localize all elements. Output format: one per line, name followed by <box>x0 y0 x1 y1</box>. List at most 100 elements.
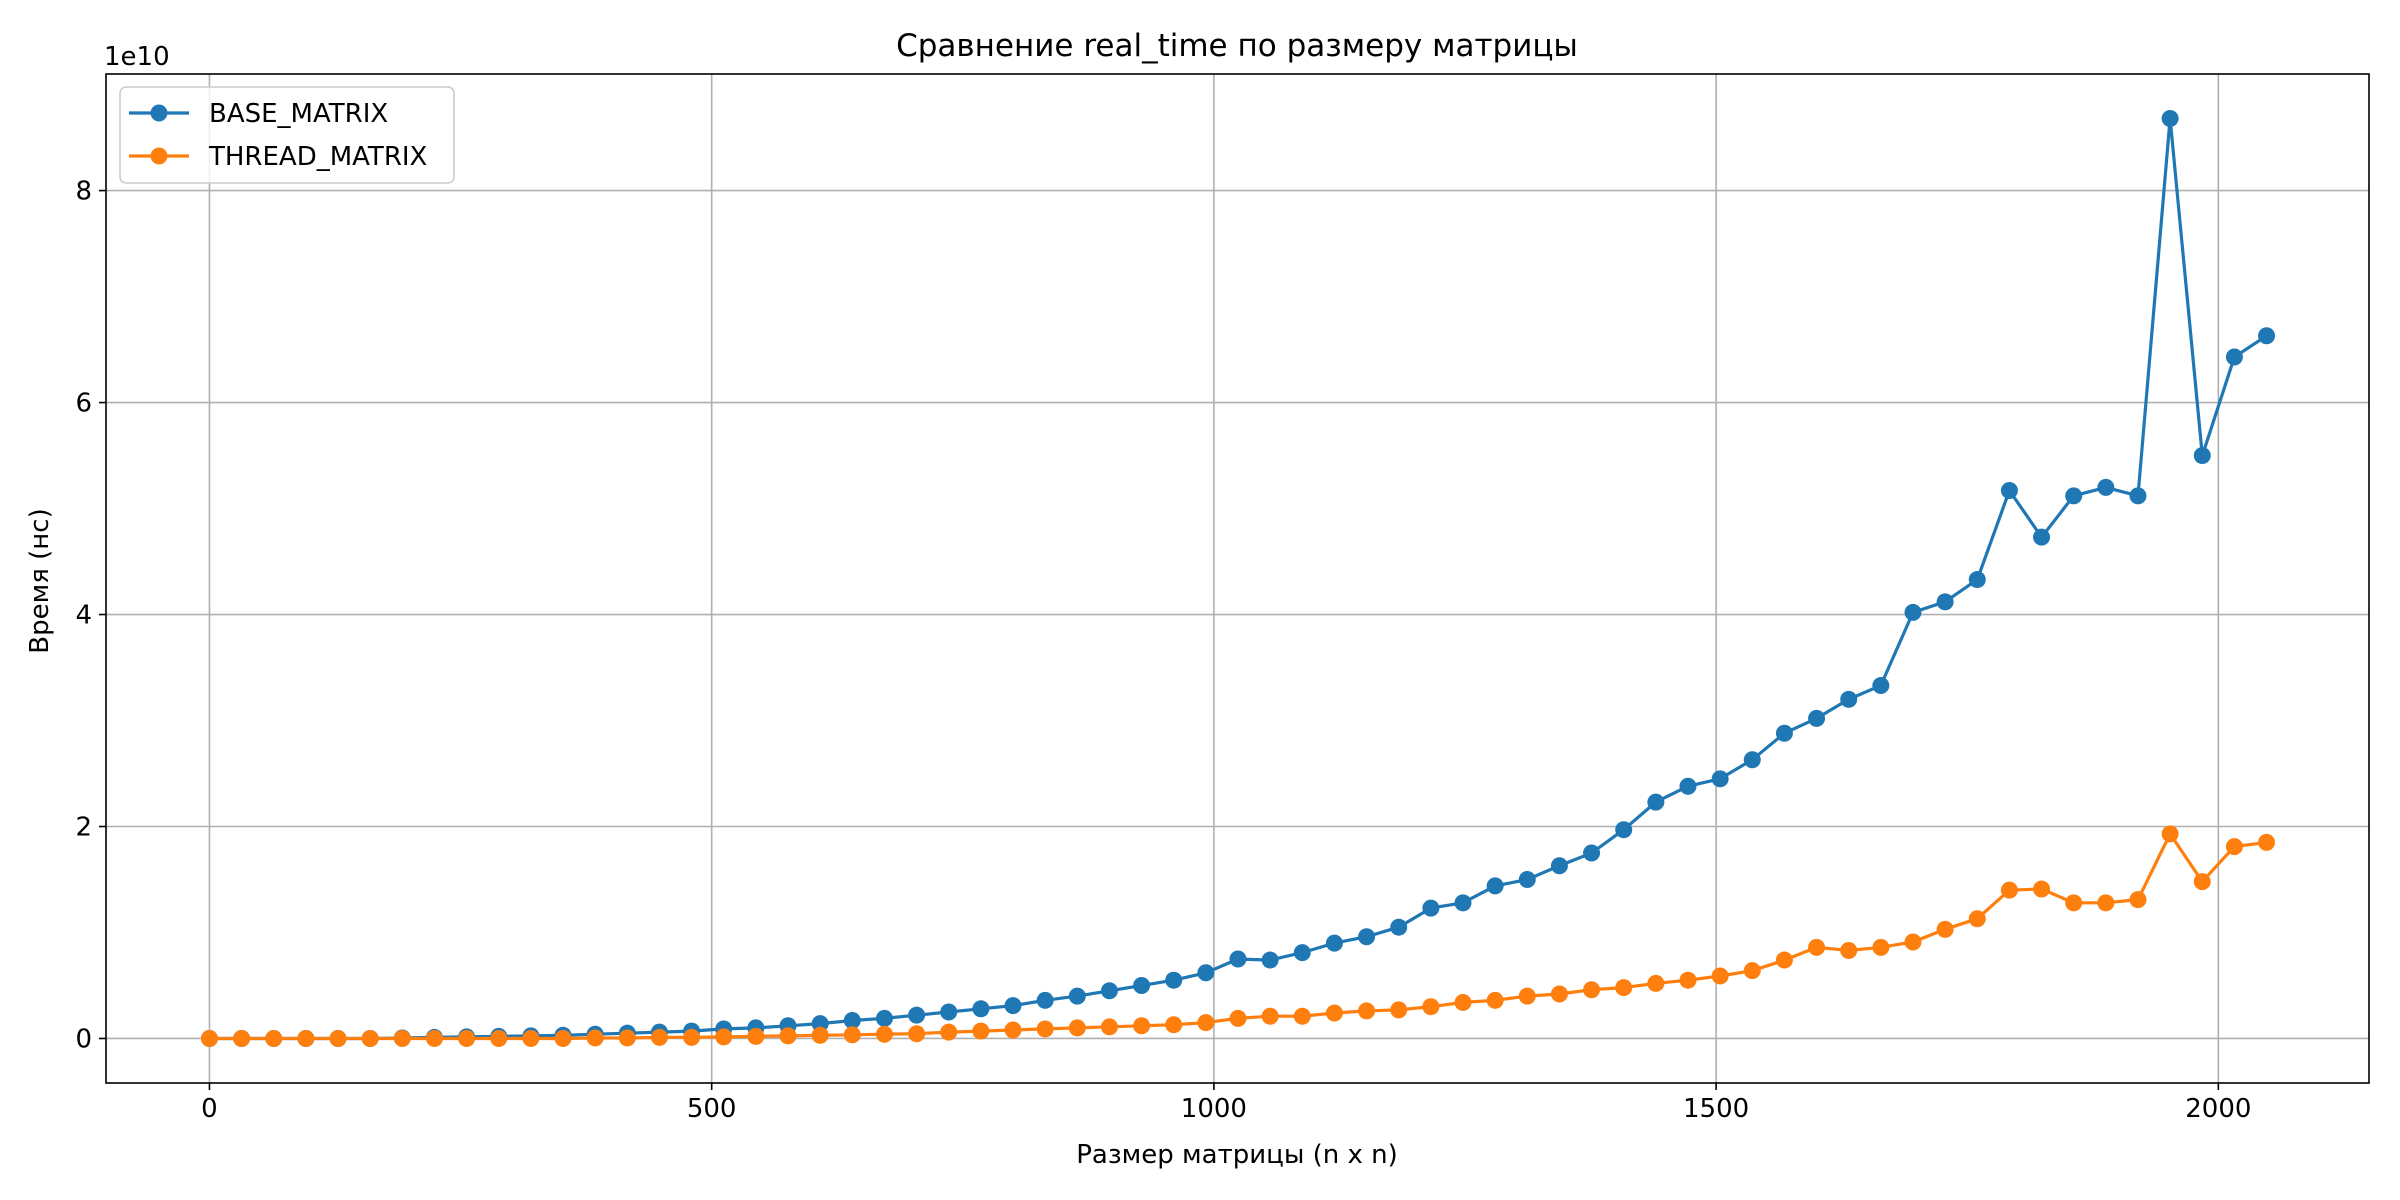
data-point <box>1840 690 1858 708</box>
data-point <box>1358 1002 1376 1020</box>
data-point <box>425 1029 443 1047</box>
legend: BASE_MATRIX THREAD_MATRIX <box>119 86 455 184</box>
data-point <box>2065 487 2083 505</box>
data-point <box>908 1025 926 1043</box>
x-tick-label: 1500 <box>1683 1094 1749 1124</box>
data-point <box>1583 981 1601 999</box>
data-point <box>393 1029 411 1047</box>
data-point <box>297 1029 315 1047</box>
data-point <box>1872 938 1890 956</box>
data-point <box>1390 918 1408 936</box>
data-point <box>1165 971 1183 989</box>
data-point <box>2000 881 2018 899</box>
data-point <box>1968 571 1986 589</box>
data-point <box>875 1025 893 1043</box>
data-point <box>2097 894 2115 912</box>
data-point <box>1133 1017 1151 1035</box>
data-point <box>811 1026 829 1044</box>
data-point <box>1711 967 1729 985</box>
data-point <box>1358 928 1376 946</box>
data-point <box>1068 987 1086 1005</box>
data-point <box>1679 971 1697 989</box>
data-point <box>1197 964 1215 982</box>
data-point <box>1197 1014 1215 1032</box>
data-point <box>1743 751 1761 769</box>
data-point <box>2129 891 2147 909</box>
data-point <box>875 1009 893 1027</box>
chart-title: Сравнение real_time по размеру матрицы <box>896 28 1578 64</box>
data-point <box>1550 857 1568 875</box>
data-point <box>490 1029 508 1047</box>
legend-box <box>119 86 455 184</box>
data-point <box>618 1029 636 1047</box>
data-point <box>1711 770 1729 788</box>
data-point <box>2258 327 2276 345</box>
data-point <box>2000 482 2018 500</box>
data-point <box>1775 951 1793 969</box>
data-point <box>1004 1021 1022 1039</box>
data-point <box>1872 677 1890 695</box>
data-point <box>1422 998 1440 1016</box>
data-point <box>1904 603 1922 621</box>
data-point <box>1904 933 1922 951</box>
data-point <box>1743 962 1761 980</box>
y-tick-label: 8 <box>75 177 92 207</box>
data-point <box>747 1027 765 1045</box>
x-tick-label: 2000 <box>2185 1094 2251 1124</box>
data-point <box>361 1029 379 1047</box>
data-point <box>2033 528 2051 546</box>
y-tick-label: 6 <box>75 389 92 419</box>
x-axis: 0 500 1000 1500 2000 <box>201 1083 2251 1124</box>
data-point <box>1486 991 1504 1009</box>
data-point <box>200 1029 218 1047</box>
data-point <box>683 1028 701 1046</box>
data-point <box>972 1000 990 1018</box>
data-point <box>1615 821 1633 839</box>
data-point <box>1936 920 1954 938</box>
data-point <box>2258 833 2276 851</box>
y-axis: 0 2 4 6 8 <box>75 177 106 1054</box>
data-point <box>1936 593 1954 611</box>
x-tick-label: 1000 <box>1181 1094 1247 1124</box>
data-point <box>1133 976 1151 994</box>
data-point <box>586 1029 604 1047</box>
data-point <box>2161 825 2179 843</box>
data-point <box>2161 110 2179 128</box>
data-point <box>2033 880 2051 898</box>
data-point <box>843 1026 861 1044</box>
data-point <box>2097 478 2115 496</box>
y-tick-label: 4 <box>75 601 92 631</box>
series-layer <box>200 110 2276 1047</box>
x-axis-label: Размер матрицы (n x n) <box>1076 1140 1398 1170</box>
data-point <box>811 1015 829 1033</box>
y-offset-label: 1e10 <box>104 42 170 72</box>
data-point <box>843 1011 861 1029</box>
data-point <box>940 1023 958 1041</box>
data-point <box>1261 951 1279 969</box>
data-point <box>522 1029 540 1047</box>
legend-swatch-marker <box>150 104 168 122</box>
data-point <box>1968 910 1986 928</box>
y-tick-label: 2 <box>75 813 92 843</box>
data-point <box>1325 934 1343 952</box>
data-point <box>1036 991 1054 1009</box>
data-point <box>2193 447 2211 465</box>
data-point <box>1229 1009 1247 1027</box>
legend-swatch-marker <box>150 147 168 165</box>
data-point <box>265 1029 283 1047</box>
data-point <box>1454 894 1472 912</box>
data-point <box>1486 877 1504 895</box>
data-point <box>1518 987 1536 1005</box>
data-point <box>1390 1001 1408 1019</box>
data-point <box>1229 950 1247 968</box>
data-point <box>2225 838 2243 856</box>
data-point <box>1004 997 1022 1015</box>
y-axis-label: Время (нс) <box>25 508 55 653</box>
legend-label: BASE_MATRIX <box>209 99 388 129</box>
data-point <box>1293 1007 1311 1025</box>
data-point <box>1165 1016 1183 1034</box>
data-point <box>908 1006 926 1024</box>
data-point <box>1293 944 1311 962</box>
